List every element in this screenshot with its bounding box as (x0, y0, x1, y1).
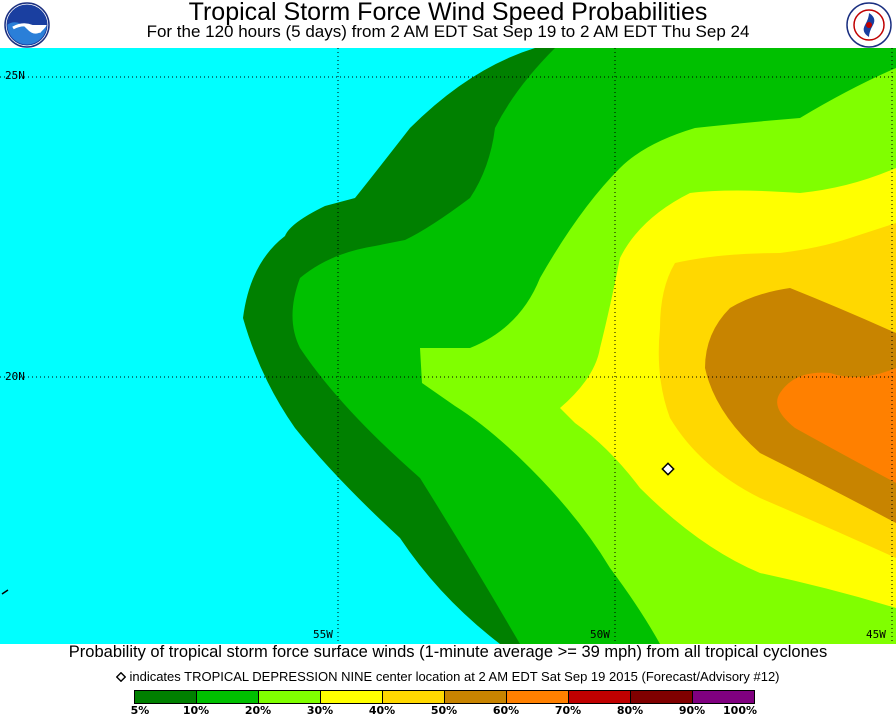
diamond-icon (116, 672, 126, 682)
probability-map: 25N 20N 55W 50W 45W (0, 48, 896, 644)
legend-swatch (383, 691, 445, 703)
footer: Probability of tropical storm force surf… (0, 644, 896, 716)
legend-label: 40% (369, 704, 395, 717)
legend-label: 10% (183, 704, 209, 717)
legend-label: 90% (679, 704, 705, 717)
legend-label: 100% (723, 704, 757, 717)
legend-swatch (693, 691, 754, 703)
nws-logo-icon (846, 2, 892, 48)
legend-label: 5% (131, 704, 150, 717)
map-subtitle: For the 120 hours (5 days) from 2 AM EDT… (0, 22, 896, 42)
legend-label: 20% (245, 704, 271, 717)
header: Tropical Storm Force Wind Speed Probabil… (0, 0, 896, 48)
lon-label-50w: 50W (590, 628, 610, 641)
legend-swatch (631, 691, 693, 703)
lat-label-25n: 25N (5, 69, 25, 82)
legend-label: 80% (617, 704, 643, 717)
legend-swatch (445, 691, 507, 703)
legend-label: 70% (555, 704, 581, 717)
legend-label: 60% (493, 704, 519, 717)
center-location-text: indicates TROPICAL DEPRESSION NINE cente… (129, 669, 779, 684)
legend-label: 50% (431, 704, 457, 717)
probability-legend: 5% 10% 20% 30% 40% 50% 60% 70% 80% 90% 100% (134, 690, 754, 716)
probability-caption: Probability of tropical storm force surf… (0, 642, 896, 662)
legend-color-bar (134, 690, 755, 704)
legend-label: 30% (307, 704, 333, 717)
center-location-note: indicates TROPICAL DEPRESSION NINE cente… (0, 669, 896, 684)
lon-label-45w: 45W (866, 628, 886, 641)
legend-swatch (135, 691, 197, 703)
lon-label-55w: 55W (313, 628, 333, 641)
legend-swatch (321, 691, 383, 703)
legend-swatch (569, 691, 631, 703)
legend-swatch (197, 691, 259, 703)
legend-swatch (259, 691, 321, 703)
lat-label-20n: 20N (5, 370, 25, 383)
legend-swatch (507, 691, 569, 703)
probability-contours (0, 48, 896, 644)
